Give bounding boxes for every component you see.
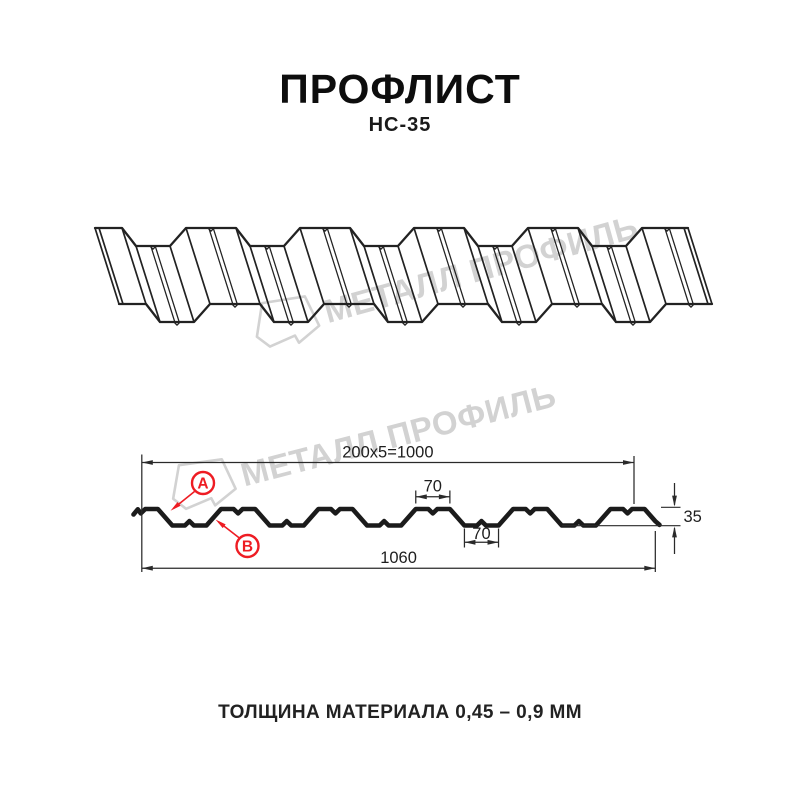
dim-total-width: 1060 [380,549,417,567]
profile-model-label: НС-35 [368,114,432,136]
watermark-3d: МЕТАЛЛ ПРОФИЛЬ [255,208,642,348]
cross-section-drawing [131,506,662,528]
profile-3d-drawing [93,226,714,326]
thickness-caption: ТОЛЩИНА МАТЕРИАЛА 0,45 – 0,9 ММ [218,702,582,723]
dimensions: 200x5=1000 70 70 1060 35 [141,444,702,572]
metall-profil-logo [255,295,321,348]
callout-a: А [170,470,216,511]
dim-crest-width: 70 [424,478,442,496]
watermark-text: МЕТАЛЛ ПРОФИЛЬ [320,208,642,330]
dim-height: 35 [684,508,702,526]
callout-b: В [215,519,260,559]
watermark-text: МЕТАЛЛ ПРОФИЛЬ [237,376,560,493]
metall-profil-logo [171,457,237,511]
svg-text:А: А [197,475,208,492]
dim-valley-width: 70 [472,525,490,543]
page-title: ПРОФЛИСТ [279,66,521,112]
svg-text:В: В [242,538,253,555]
watermark-cross-section: МЕТАЛЛ ПРОФИЛЬ [171,376,560,511]
dim-pitch: 200x5=1000 [342,444,433,462]
